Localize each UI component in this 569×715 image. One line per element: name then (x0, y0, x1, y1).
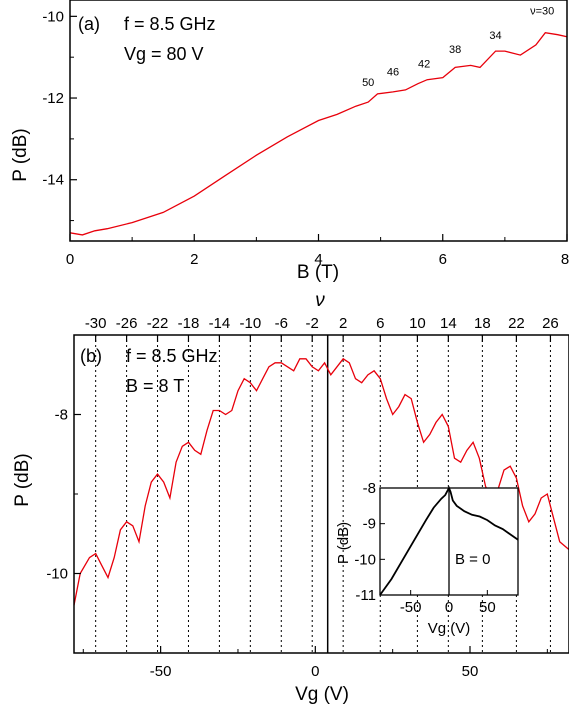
panel-a-nu-label: 38 (449, 44, 461, 56)
inset-ytick-label: -11 (355, 587, 376, 604)
panel-b-top-tick-label: 10 (409, 315, 426, 332)
panel-b-ytick-label: -10 (46, 566, 68, 583)
panel-a-xtick-label: 0 (66, 251, 74, 268)
panel-b-series-line (73, 357, 569, 606)
inset-xtick-label: -50 (400, 599, 422, 616)
panel-a-xtick-label: 8 (561, 251, 569, 268)
inset-ytick-label: -10 (354, 551, 376, 568)
panel-b-label: (b) (80, 346, 102, 366)
panel-b-ticks: -50 0 50 -8 -10 (46, 334, 548, 680)
panel-a-ytick-label: -14 (42, 172, 64, 189)
panel-a-nu-label: 46 (387, 67, 399, 79)
inset-ticks: -50 0 50 -8 -9 -10 -11 (354, 480, 495, 616)
inset-label: B = 0 (455, 551, 490, 568)
panel-b-xlabel: Vg (V) (295, 684, 349, 705)
panel-a-frequency: f = 8.5 GHz (124, 14, 216, 34)
panel-a-label: (a) (78, 14, 100, 34)
panel-a-ylabel: P (dB) (10, 128, 31, 182)
inset-xtick-label: 0 (445, 599, 453, 616)
panel-b-top-tick-label: -6 (275, 315, 288, 332)
panel-a-gate-voltage: Vg = 80 V (124, 44, 204, 64)
panel-a-nu-label: ν=30 (530, 5, 554, 17)
panel-b-ytick-label: -8 (55, 407, 68, 424)
panel-a-xtick-label: 2 (190, 251, 198, 268)
panel-a-nu-label: 34 (489, 30, 501, 42)
inset-xlabel: Vg (V) (428, 620, 471, 637)
panel-b-top-tick-label: 22 (508, 315, 525, 332)
inset-series-line (379, 485, 519, 596)
panel-b-ylabel: P (dB) (12, 453, 33, 507)
panel-b-top-tick-label: -26 (116, 315, 138, 332)
panel-b-top-tick-label: 26 (542, 315, 559, 332)
panel-b-xtick-label: -50 (150, 663, 172, 680)
panel-b-top-tick-label: 6 (376, 315, 384, 332)
panel-b-top-tick-label: -14 (209, 315, 231, 332)
panel-b-top-tick-label: 18 (474, 315, 491, 332)
panel-b-top-tick-label: -10 (240, 315, 262, 332)
panel-b-top-tick-label: 14 (440, 315, 457, 332)
panel-a-series-line (69, 31, 568, 236)
panel-a-xtick-label: 4 (314, 251, 322, 268)
panel-b-top-tick-label: 2 (339, 315, 347, 332)
panel-b-top-axis-ticks: -30 -26 -22 -18 -14 -10 -6 -2 2 6 10 14 18 22 26 (85, 315, 559, 342)
panel-b-frequency: f = 8.5 GHz (126, 346, 218, 366)
panel-a-ticks: 0 2 4 6 8-10-12-14 (42, 8, 569, 268)
inset-ytick-label: -8 (363, 480, 376, 497)
panel-b-top-axis-label: ν (315, 290, 325, 311)
panel-a-ytick-label: -12 (42, 90, 64, 107)
panel-b-top-tick-label: -30 (85, 315, 107, 332)
inset-ytick-label: -9 (363, 516, 376, 533)
panel-b-top-tick-label: -18 (178, 315, 200, 332)
panel-b-filling-factor-lines (95, 335, 551, 653)
panel-b-field: B = 8 T (126, 376, 184, 396)
panel-a-xlabel: B (T) (297, 262, 339, 283)
panel-a-nu-label: 42 (418, 59, 430, 71)
panel-b-xtick-label: 50 (462, 663, 479, 680)
panel-a-filling-factor-labels: 50 46 42 38 34 ν=30 (362, 5, 554, 88)
panel-b-top-tick-label: -2 (306, 315, 319, 332)
panel-b-top-tick-label: -22 (147, 315, 169, 332)
panel-a-nu-label: 50 (362, 77, 374, 89)
panel-a-ytick-label: -10 (42, 8, 64, 25)
inset-xtick-label: 50 (479, 599, 496, 616)
panel-b: -50 0 50-8-10 -30 -26 -22 -18 -14 -10 -6 -2 2 6 10 14… (12, 290, 569, 705)
inset: -50 0 50 -8 -9 -10 -11 B = 0 P (dB) Vg (V) (335, 480, 519, 637)
inset-ylabel: P (dB) (335, 522, 352, 564)
panel-a-xtick-label: 6 (439, 251, 447, 268)
panel-b-xtick-label: 0 (311, 663, 319, 680)
